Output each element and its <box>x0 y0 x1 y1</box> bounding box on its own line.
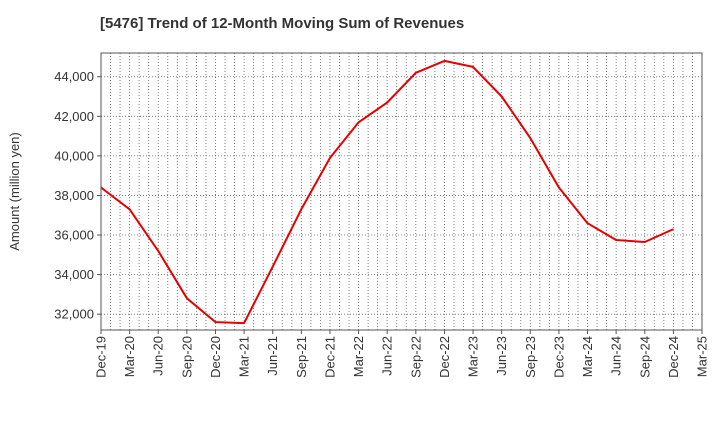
y-axis-ticks: 32,000 34,000 36,000 38,000 40,000 42,000 44,0… <box>54 69 101 322</box>
y-axis-label: Amount (million yen) <box>7 132 22 251</box>
x-tick-label: Dec-21 <box>322 336 337 378</box>
x-tick-label: Jun-20 <box>151 336 166 376</box>
y-tick-label: 40,000 <box>54 148 94 163</box>
chart-title: [5476] Trend of 12-Month Moving Sum of R… <box>100 15 465 32</box>
x-tick-label: Dec-23 <box>551 336 566 378</box>
x-tick-label: Jun-22 <box>380 336 395 376</box>
y-tick-label: 34,000 <box>54 267 94 282</box>
grid <box>101 53 702 330</box>
y-tick-label: 36,000 <box>54 228 94 243</box>
y-tick-label: 38,000 <box>54 188 94 203</box>
x-tick-label: Dec-24 <box>666 336 681 378</box>
x-tick-label: Sep-23 <box>523 336 538 378</box>
x-tick-label: Mar-24 <box>580 336 595 377</box>
plot-frame <box>100 52 703 331</box>
x-tick-label: Mar-20 <box>122 336 137 377</box>
y-tick-label: 44,000 <box>54 69 94 84</box>
y-tick-label: 42,000 <box>54 109 94 124</box>
y-tick-label: 32,000 <box>54 307 94 322</box>
x-tick-label: Sep-22 <box>408 336 423 378</box>
series-line-group <box>100 59 674 325</box>
x-tick-label: Mar-22 <box>351 336 366 377</box>
series-line <box>100 59 674 325</box>
x-tick-label: Sep-24 <box>637 336 652 378</box>
x-tick-label: Sep-20 <box>179 336 194 378</box>
x-tick-label: Dec-20 <box>208 336 223 378</box>
x-tick-label: Sep-21 <box>294 336 309 378</box>
x-tick-label: Jun-23 <box>494 336 509 376</box>
x-axis-ticks: Dec-19 Mar-20 Jun-20 Sep-20 Dec-20 Mar-21 Jun-… <box>94 330 710 378</box>
x-tick-label: Mar-23 <box>466 336 481 377</box>
x-tick-label: Dec-22 <box>437 336 452 378</box>
x-tick-label: Dec-19 <box>94 336 109 378</box>
x-tick-label: Mar-25 <box>695 336 710 377</box>
x-tick-label: Jun-24 <box>609 336 624 376</box>
x-tick-label: Mar-21 <box>237 336 252 377</box>
x-tick-label: Jun-21 <box>265 336 280 376</box>
